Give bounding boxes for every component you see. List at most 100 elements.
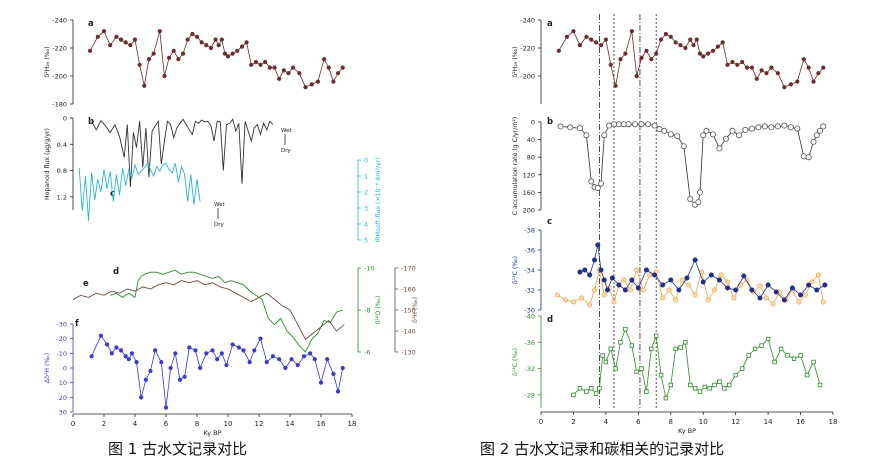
right-panel-a-data-point bbox=[594, 40, 599, 45]
left-panel-c-y-tick-label: 3 bbox=[364, 205, 368, 213]
right-panel-c-y-tick-label: -30 bbox=[524, 307, 535, 315]
right-panel-b-letter: b bbox=[547, 117, 553, 127]
right-panel-b-data-point bbox=[781, 122, 788, 129]
right-panel-a-data-point bbox=[795, 79, 800, 84]
left-panel-f-data-point bbox=[219, 351, 224, 356]
right-panel-c-data-point bbox=[725, 279, 731, 285]
left-panel-f-data-point bbox=[252, 348, 257, 353]
figure-2-caption: 图 2 古水文记录和碳相关的记录对比 bbox=[480, 440, 725, 458]
right-panel-d-data-point bbox=[673, 346, 678, 352]
right-panel-b-data-point bbox=[800, 153, 807, 160]
right-panel-d-data-point bbox=[717, 379, 722, 384]
right-panel-a-data-point bbox=[715, 44, 720, 49]
right-panel-c-data-point bbox=[627, 287, 633, 293]
right-panel-a-data-point bbox=[806, 65, 811, 70]
right-panel-a-data-point bbox=[654, 51, 659, 56]
right-panel-a-data-point bbox=[816, 71, 821, 76]
left-panel-a-data-point bbox=[244, 40, 249, 45]
right-panel-b-y-tick-label: 0 bbox=[531, 119, 535, 127]
right-panel-c-data-point bbox=[579, 295, 585, 301]
right-panel-d-data-point bbox=[688, 382, 693, 388]
right-panel-c-data-point bbox=[798, 292, 804, 298]
right-panel-b-data-point bbox=[761, 123, 768, 130]
right-panel-d-data-point bbox=[618, 340, 623, 345]
right-panel-c-y-tick-label: -34 bbox=[524, 267, 535, 275]
left-panel-f-y-tick-label: 10 bbox=[59, 379, 67, 387]
left-panel-f-data-point bbox=[193, 348, 198, 353]
right-panel-d-data-point bbox=[765, 336, 771, 342]
right-panel-a-data-point bbox=[697, 51, 703, 56]
right-panel-b-data-point bbox=[748, 125, 755, 132]
right-panel-a-data-point bbox=[811, 79, 816, 84]
right-panel-b-data-point bbox=[667, 131, 674, 138]
right-panel-c-data-point bbox=[725, 285, 731, 291]
right-panel-d-data-point bbox=[804, 372, 810, 378]
right-panel-c-data-point bbox=[562, 297, 568, 303]
left-x-tick-label: 18 bbox=[348, 420, 357, 428]
left-panel-a-data-point bbox=[101, 29, 107, 34]
right-panel-d-data-point bbox=[623, 326, 628, 332]
right-x-tick-label: 14 bbox=[764, 418, 773, 426]
left-panel-a-data-point bbox=[239, 44, 245, 49]
left-panel-b-y-tick-label: 0 bbox=[63, 115, 67, 123]
left-panel-a-data-point bbox=[194, 34, 200, 39]
right-panel-b-data-point bbox=[625, 121, 632, 128]
left-panel-e-y-tick-label: -150 bbox=[401, 307, 416, 315]
right-panel-a-data-point bbox=[629, 29, 634, 34]
right-panel-d-data-point bbox=[697, 389, 703, 394]
left-panel-a-data-point bbox=[222, 51, 227, 56]
right-panel-c-data-point bbox=[660, 282, 666, 288]
right-panel-b-data-point bbox=[606, 122, 613, 129]
right-panel-c-data-point bbox=[673, 297, 679, 303]
right-panel-c-data-point bbox=[802, 292, 808, 298]
right-panel-a-data-point bbox=[705, 51, 711, 56]
left-panel-a-y-tick-label: -180 bbox=[52, 101, 67, 109]
right-x-tick-label: 16 bbox=[796, 418, 805, 426]
right-panel-c-data-point bbox=[598, 267, 604, 273]
right-panel-c-data-point bbox=[647, 272, 653, 278]
right-panel-b-y-tick-label: 200 bbox=[523, 207, 535, 215]
left-panel-b-annotation-wet: Wet bbox=[281, 128, 292, 134]
right-panel-d-y-axis-label: δ¹³C (‰) bbox=[512, 348, 519, 376]
right-panel-c-data-point bbox=[708, 272, 714, 278]
left-panel-a-data-point bbox=[322, 57, 327, 62]
right-x-tick-label: 6 bbox=[636, 418, 641, 426]
right-panel-c-data-point bbox=[718, 272, 724, 278]
left-panel-f-y-axis-label: Δδ²H (‰) bbox=[44, 353, 51, 383]
right-panel-c-data-point bbox=[806, 282, 812, 288]
left-panel-e-y-tick-label: -130 bbox=[401, 349, 416, 357]
left-panel-f-data-point bbox=[241, 348, 246, 353]
right-panel-a-data-point bbox=[775, 71, 780, 76]
right-panel-c-data-point bbox=[634, 267, 640, 273]
left-panel-a-data-point bbox=[309, 82, 314, 87]
left-panel-a-data-point bbox=[142, 83, 147, 88]
right-panel-c-data-point bbox=[592, 257, 598, 263]
left-panel-f-data-point bbox=[198, 365, 203, 371]
left-panel-f-data-point bbox=[236, 345, 241, 350]
right-panel-c-data-point bbox=[765, 282, 771, 288]
left-panel-a-data-point bbox=[340, 65, 345, 70]
left-panel-f-data-point bbox=[173, 351, 178, 356]
right-panel-a-data-point bbox=[649, 57, 654, 62]
right-panel-c-data-point bbox=[757, 283, 763, 289]
right-panel-d-data-point bbox=[658, 372, 664, 378]
left-panel-f-data-point bbox=[335, 389, 341, 394]
left-panel-a-data-point bbox=[216, 43, 221, 48]
left-panel-a-data-point bbox=[331, 79, 336, 84]
left-x-tick-label: 0 bbox=[71, 420, 75, 428]
right-panel-b-data-point bbox=[638, 121, 645, 128]
left-panel-f-data-point bbox=[204, 351, 209, 356]
right-panel-a-data-point bbox=[673, 40, 678, 45]
left-panel-f-data-point bbox=[134, 360, 139, 365]
right-panel-b-data-point bbox=[729, 127, 736, 134]
left-panel-a-data-point bbox=[132, 37, 138, 42]
left-panel-f-data-point bbox=[215, 357, 220, 362]
left-panel-a-data-point bbox=[151, 51, 156, 56]
left-panel-a-data-point bbox=[176, 57, 181, 62]
right-panel-a-data-point bbox=[639, 55, 644, 60]
right-panel-c-data-point bbox=[815, 272, 821, 278]
right-panel-d-data-point bbox=[791, 356, 797, 361]
left-panel-a-data-point bbox=[128, 43, 133, 48]
left-panel-a-data-point bbox=[315, 79, 321, 84]
right-panel-d-data-point bbox=[817, 382, 823, 388]
